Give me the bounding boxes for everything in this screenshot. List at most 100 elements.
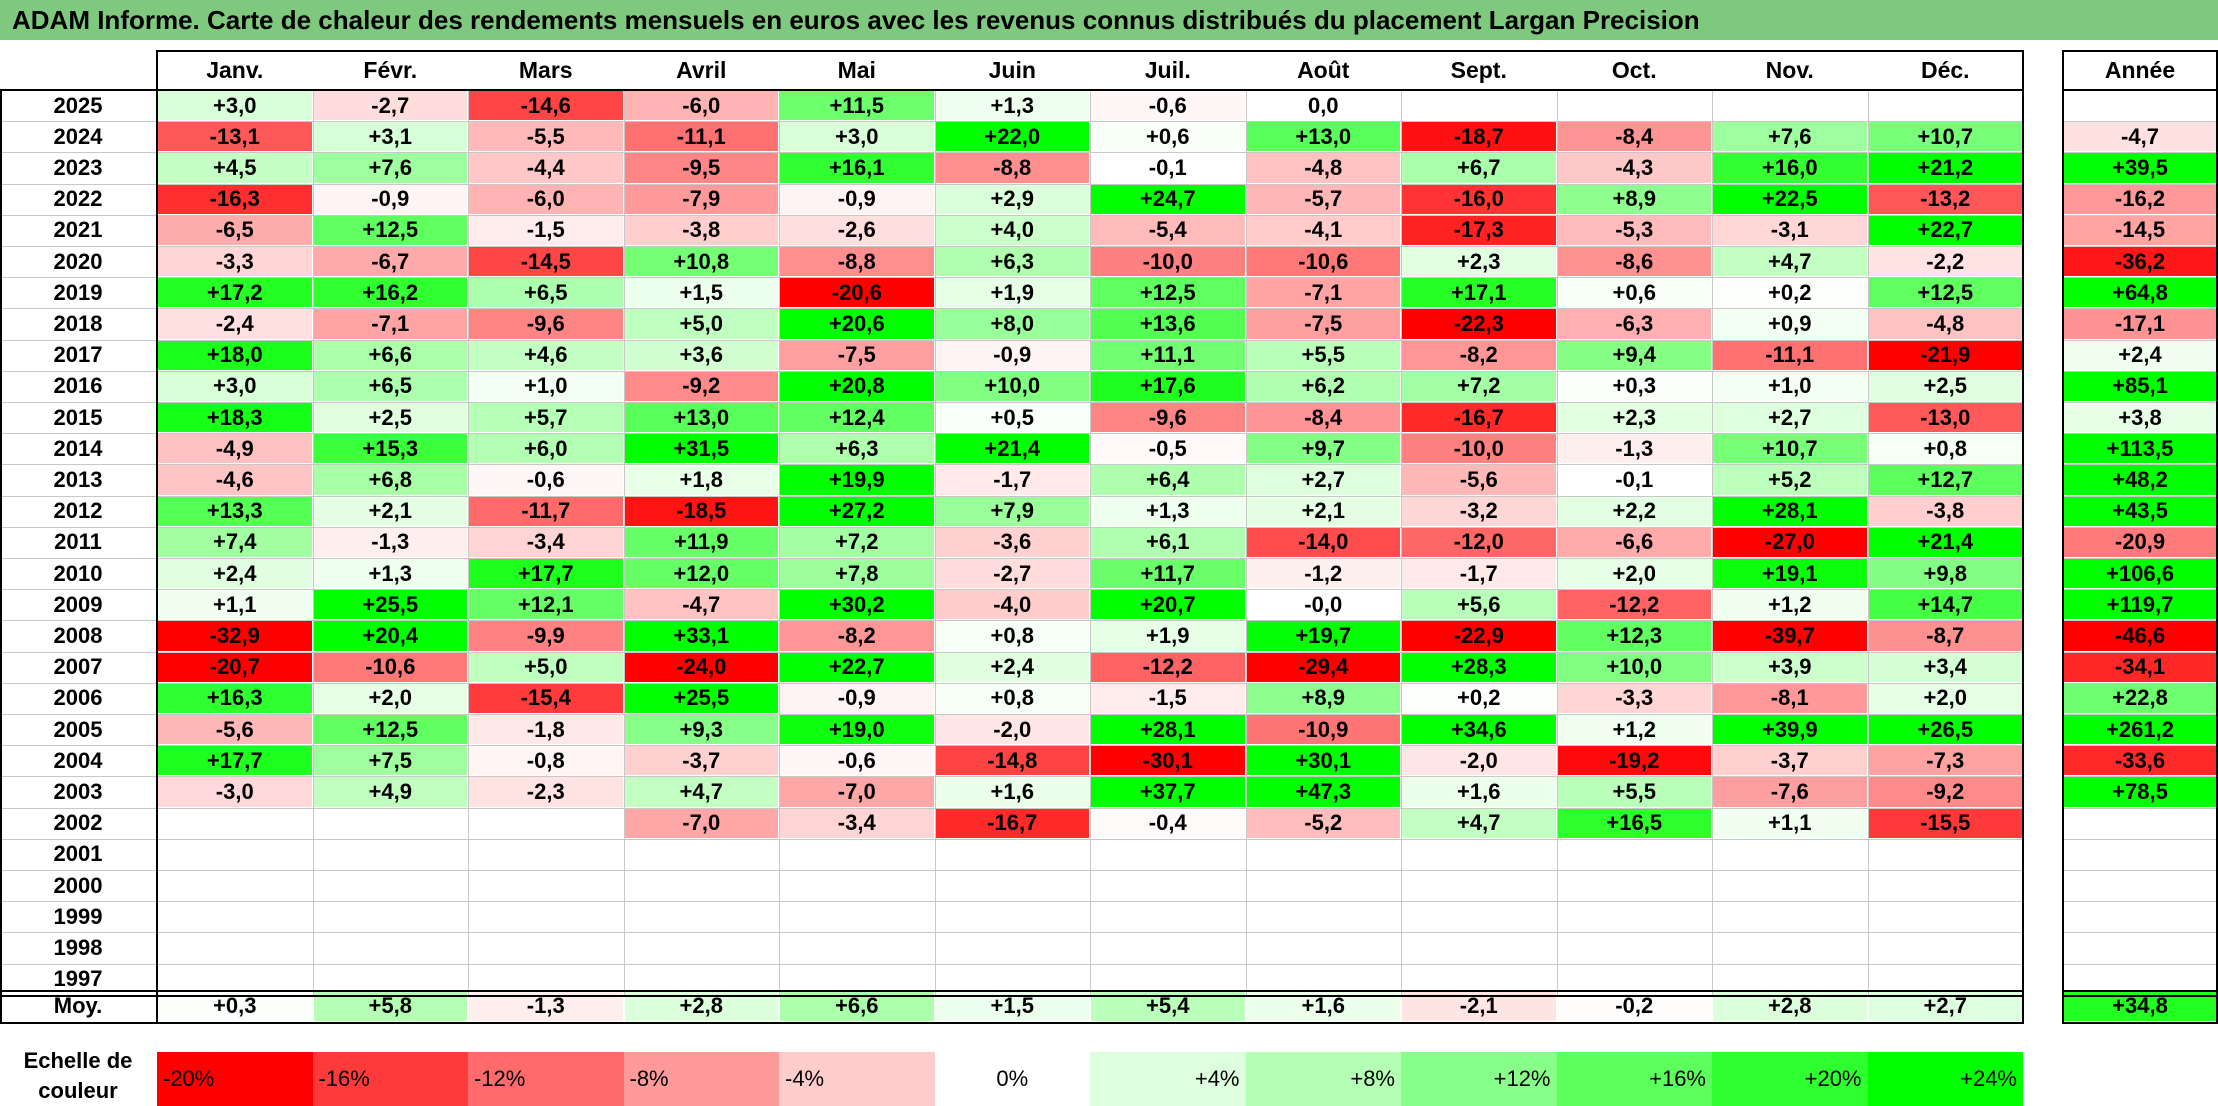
heatmap-cell [935, 839, 1089, 869]
year-label: 2022 [53, 186, 103, 212]
heatmap-cell: +14,7 [1868, 590, 2022, 620]
heatmap-cell: -16,0 [1402, 184, 1556, 214]
grid-line [2062, 714, 2218, 715]
border-line [2062, 50, 2218, 52]
heatmap-cell: +7,8 [780, 559, 934, 589]
border-line [2062, 89, 2218, 91]
year-label: 2012 [53, 498, 103, 524]
heatmap-cell: -8,2 [1402, 340, 1556, 370]
heatmap-cell: +2,2 [1557, 496, 1711, 526]
year-label: 2000 [53, 872, 103, 898]
heatmap-cell: +7,6 [1713, 122, 1867, 152]
heatmap-cell: +11,5 [780, 91, 934, 121]
color-scale-swatch: -12% [468, 1052, 624, 1106]
border-line [2062, 990, 2218, 992]
annual-cell: +3,8 [2063, 403, 2217, 433]
heatmap-cell [624, 839, 778, 869]
heatmap-cell: +4,7 [1402, 808, 1556, 838]
grid-line [2062, 776, 2218, 778]
month-header: Mars [518, 56, 573, 83]
heatmap-cell: +7,5 [313, 746, 467, 776]
average-label: Moy. [53, 993, 103, 1018]
heatmap-cell: +20,4 [313, 621, 467, 651]
heatmap-cell: +4,7 [1713, 247, 1867, 277]
year-label: 2014 [53, 435, 103, 461]
heatmap-cell: -13,2 [1868, 184, 2022, 214]
grid-line [934, 90, 936, 995]
heatmap-cell: -20,6 [780, 278, 934, 308]
heatmap-cell: -6,7 [313, 247, 467, 277]
heatmap-cell [780, 964, 934, 994]
heatmap-cell: -17,3 [1402, 215, 1556, 245]
heatmap-cell [780, 839, 934, 869]
heatmap-cell: -0,0 [1246, 590, 1400, 620]
heatmap-cell: -9,6 [469, 309, 623, 339]
color-scale-swatch: -16% [312, 1052, 468, 1106]
heatmap-cell: +13,6 [1091, 309, 1245, 339]
heatmap-cell: -0,1 [1557, 465, 1711, 495]
heatmap-cell: +2,5 [1868, 371, 2022, 401]
year-label: 2024 [53, 123, 103, 149]
grid-line [2062, 651, 2218, 653]
heatmap-cell: +3,9 [1713, 652, 1867, 682]
grid-line [2062, 901, 2218, 903]
heatmap-cell: +3,4 [1868, 652, 2022, 682]
year-label: 2013 [53, 466, 103, 492]
year-label: 2006 [53, 685, 103, 711]
border-line [157, 50, 2023, 52]
year-label: 2008 [53, 622, 103, 648]
heatmap-cell: -0,8 [469, 746, 623, 776]
heatmap-cell: +2,3 [1557, 403, 1711, 433]
grid-line [2062, 339, 2218, 341]
heatmap-cell: +12,7 [1868, 465, 2022, 495]
heatmap-cell: -3,7 [624, 746, 778, 776]
grid-line [2062, 526, 2218, 528]
heatmap-cell: +25,5 [624, 683, 778, 713]
heatmap-cell: +20,6 [780, 309, 934, 339]
grid-line [0, 277, 2023, 279]
heatmap-cell [624, 933, 778, 963]
heatmap-cell [780, 902, 934, 932]
heatmap-cell: -3,4 [780, 808, 934, 838]
heatmap-cell: +0,8 [935, 683, 1089, 713]
grid-line [1556, 90, 1558, 995]
heatmap-cell: -3,2 [1402, 496, 1556, 526]
annual-cell: -16,2 [2063, 184, 2217, 214]
heatmap-cell: -20,7 [158, 652, 312, 682]
heatmap-cell: -8,2 [780, 621, 934, 651]
month-header: Mai [837, 56, 876, 83]
heatmap-cell: -5,3 [1557, 215, 1711, 245]
heatmap-cell: -7,5 [780, 340, 934, 370]
heatmap-cell: +16,1 [780, 153, 934, 183]
heatmap-cell: +19,1 [1713, 559, 1867, 589]
heatmap-cell [469, 871, 623, 901]
heatmap-cell: 0,0 [1246, 91, 1400, 121]
grid-line [2062, 807, 2218, 809]
heatmap-cell: +7,9 [935, 496, 1089, 526]
heatmap-cell: +10,0 [1557, 652, 1711, 682]
heatmap-cell: +12,5 [1868, 278, 2022, 308]
heatmap-cell [1402, 839, 1556, 869]
heatmap-cell: +4,7 [624, 777, 778, 807]
heatmap-cell: +1,5 [624, 278, 778, 308]
heatmap-cell: +2,1 [1246, 496, 1400, 526]
heatmap-cell: -5,7 [1246, 184, 1400, 214]
heatmap-cell: -0,6 [469, 465, 623, 495]
heatmap-cell: +13,3 [158, 496, 312, 526]
heatmap-cell: -10,9 [1246, 715, 1400, 745]
heatmap-cell [935, 964, 1089, 994]
heatmap-cell [624, 902, 778, 932]
border-line [2216, 50, 2218, 995]
heatmap-cell [1091, 902, 1245, 932]
grid-line [0, 932, 2023, 934]
heatmap-cell: +9,7 [1246, 434, 1400, 464]
color-scale-swatch: -4% [779, 1052, 935, 1106]
heatmap-cell: +28,1 [1713, 496, 1867, 526]
heatmap-cell [158, 808, 312, 838]
heatmap-cell: -9,2 [624, 371, 778, 401]
annual-cell: -17,1 [2063, 309, 2217, 339]
heatmap-cell [313, 964, 467, 994]
heatmap-cell: +22,5 [1713, 184, 1867, 214]
year-label: 2007 [53, 654, 103, 680]
heatmap-cell: -16,7 [1402, 403, 1556, 433]
